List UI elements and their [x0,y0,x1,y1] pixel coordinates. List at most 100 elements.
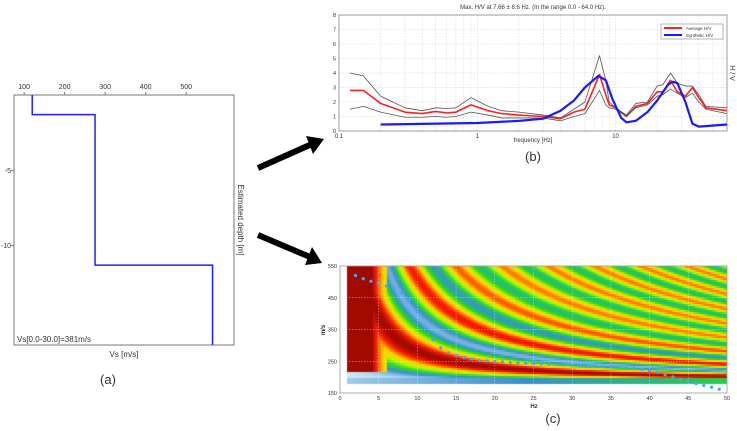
vs30-annotation: Vs[0.0-30.0]=381m/s [17,335,91,344]
legend-label-average: Average H/V [686,26,711,31]
x-tick-label: 5 [377,396,380,402]
panel-b-hv-curve: Max. H/V at 7.66 ± 6.6 Hz. (In the range… [333,5,735,164]
dispersion-point [702,383,706,387]
y-tick-label: 5 [333,57,336,63]
x-tick-label: 300 [99,84,111,91]
dispersion-point [562,363,567,367]
dispersion-point [462,355,466,360]
dispersion-point [671,375,675,379]
dispersion-point [477,358,481,362]
panel-a-vs-profile: Vs[0.0-30.0]=381m/s Vs [m/s] Estimated d… [1,84,245,387]
x-tick-label: 200 [59,84,71,91]
x-tick-label: 0 [338,396,341,402]
y-tick-label: 8 [333,13,336,19]
upper-std-line [349,55,728,119]
dispersion-point [369,279,373,283]
panel-b-xlabel: frequency [Hz] [514,138,553,144]
panel-b-ylabel: H / V [728,65,735,81]
x-tick-label: 10 [612,134,619,140]
dispersion-point [617,365,621,369]
dispersion-point [632,366,636,370]
panel-a-frame [13,94,235,346]
vs-profile-line [31,95,214,345]
dispersion-point [539,362,543,366]
dispersion-point [624,366,628,370]
dispersion-point [446,351,450,355]
dispersion-point [392,287,396,291]
x-tick-label: 500 [180,84,192,91]
y-tick-label: 350 [328,328,337,334]
dispersion-point [469,357,474,361]
y-tick-label: -10 [1,243,11,250]
panel-a-xlabel: Vs [m/s] [110,350,139,359]
x-tick-label: 40 [647,396,653,402]
y-tick-label: 1 [333,115,336,121]
dispersion-point [570,363,574,367]
x-tick-label: 35 [608,396,614,402]
dispersion-point [400,291,404,295]
y-tick-label: 450 [328,296,337,302]
x-tick-label: 400 [140,84,152,91]
panel-c-frame [339,265,728,394]
arrow-to-c [256,232,312,260]
x-tick-label: 25 [530,396,536,402]
panel-a-label: (a) [100,372,116,387]
dispersion-point [531,361,536,366]
panel-a-ylabel: Estimated depth [m] [236,184,245,255]
arrow-head-to-b [306,136,324,154]
arrow-head-to-c [305,247,322,265]
y-tick-label: 0 [333,129,336,135]
dispersion-point [709,385,714,389]
panel-c-ylabel: m/s [321,324,327,335]
y-tick-label: 3 [333,86,336,92]
dispersion-point [547,362,551,366]
dispersion-point [578,363,582,367]
dispersion-point [516,361,520,365]
dispersion-point [423,325,427,329]
y-tick-label: 6 [333,42,336,48]
x-tick-label: 45 [685,396,691,402]
dispersion-point [686,379,690,384]
dispersion-point [439,346,443,350]
average-hv-line [349,73,728,120]
dispersion-point [717,387,721,391]
x-tick-label: 30 [569,396,575,402]
y-tick-label: 250 [328,359,337,365]
dispersion-point [353,273,358,278]
y-tick-label: 550 [328,264,337,270]
dispersion-point [640,367,644,372]
x-tick-label: 15 [453,396,459,402]
dispersion-point [500,360,505,364]
dispersion-point [408,297,412,301]
dispersion-point [431,338,435,342]
x-tick-label: 10 [414,396,420,402]
lower-std-line [349,88,728,122]
y-tick-label: 7 [333,28,336,34]
dispersion-point [361,277,365,281]
dispersion-point [663,372,667,377]
dispersion-point [485,359,489,363]
dispersion-point [586,364,590,368]
x-tick-label: 20 [492,396,498,402]
panel-c-label: (c) [545,411,560,426]
arrows [256,136,324,265]
dispersion-point [648,369,652,373]
dispersion-point [493,359,497,364]
y-tick-label: 2 [333,100,336,106]
panel-b-title: Max. H/V at 7.66 ± 6.6 Hz. (In the range… [460,5,606,11]
dispersion-point [384,284,389,288]
dispersion-point [454,353,458,358]
panel-b-label: (b) [525,149,541,164]
dispersion-point [609,365,613,369]
dispersion-point [508,360,512,365]
dispersion-point [593,364,598,368]
panel-c-xlabel: Hz [530,404,537,410]
y-tick-label: 4 [333,71,336,77]
y-tick-label: 150 [328,391,337,397]
y-tick-label: -5 [5,168,11,175]
dispersion-point [694,381,698,386]
dispersion-point [415,310,419,314]
